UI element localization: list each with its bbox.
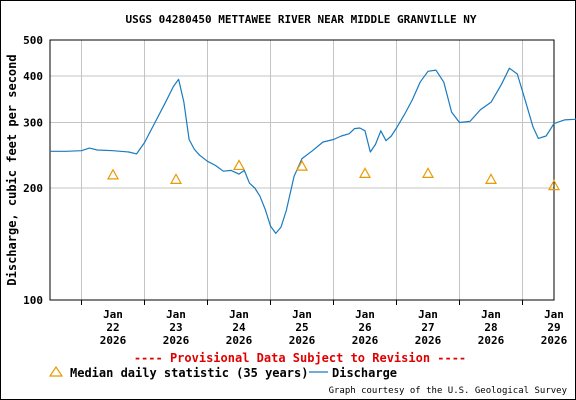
x-tick-label: Jan [481,308,501,321]
median-marker [547,179,561,191]
discharge-series [50,67,576,234]
y-tick-label: 200 [23,182,43,195]
x-tick-label: Jan [229,308,249,321]
x-tick-label: 2026 [478,334,505,347]
legend-median-label: Median daily statistic (35 years) [70,366,308,380]
x-tick-label: 29 [547,321,560,334]
x-tick-label: 2026 [163,334,190,347]
x-tick-label: Jan [292,308,312,321]
x-tick-label: Jan [103,308,123,321]
y-tick-label: 400 [23,70,43,83]
x-tick-label: 2026 [289,334,316,347]
plot-area [49,39,555,301]
median-marker [106,168,120,180]
median-marker [421,167,435,178]
x-tick-label: 2026 [226,334,253,347]
y-axis-label: Discharge, cubic feet per second [5,54,19,285]
x-tick-label: 23 [169,321,182,334]
median-marker [232,159,246,171]
x-tick-label: 25 [295,321,308,334]
x-tick-label: 2026 [415,334,442,347]
x-tick-label: Jan [355,308,375,321]
x-tick-label: 22 [106,321,119,334]
x-tick-label: Jan [166,308,186,321]
legend-discharge-label: Discharge [332,366,397,380]
x-tick-label: 27 [421,321,434,334]
x-tick-label: Jan [544,308,564,321]
median-series [106,159,561,191]
legend: Median daily statistic (35 years) Discha… [48,365,397,380]
median-marker [169,173,183,184]
y-axis: 100 200 300 400 500 [23,34,43,307]
provisional-note: ---- Provisional Data Subject to Revisio… [134,351,466,365]
x-tick-label: 26 [358,321,372,334]
y-tick-label: 100 [23,294,43,307]
x-tick-label: Jan [418,308,438,321]
chart-title: USGS 04280450 METTAWEE RIVER NEAR MIDDLE… [126,13,477,26]
grid [50,40,554,300]
y-tick-label: 500 [23,34,43,47]
x-tick-label: 2026 [100,334,127,347]
median-marker [484,173,498,184]
median-marker [358,167,372,178]
legend-median-marker [48,365,64,377]
x-tick-label: 2026 [541,334,568,347]
median-marker [295,159,309,171]
x-tick-label: 2026 [352,334,379,347]
x-tick-label: 28 [484,321,497,334]
discharge-line [50,67,576,234]
credit-text: Graph courtesy of the U.S. Geological Su… [329,386,568,396]
x-axis: Jan222026Jan232026Jan242026Jan252026Jan2… [81,300,568,347]
x-tick-label: 24 [232,321,246,334]
y-tick-label: 300 [23,117,43,130]
